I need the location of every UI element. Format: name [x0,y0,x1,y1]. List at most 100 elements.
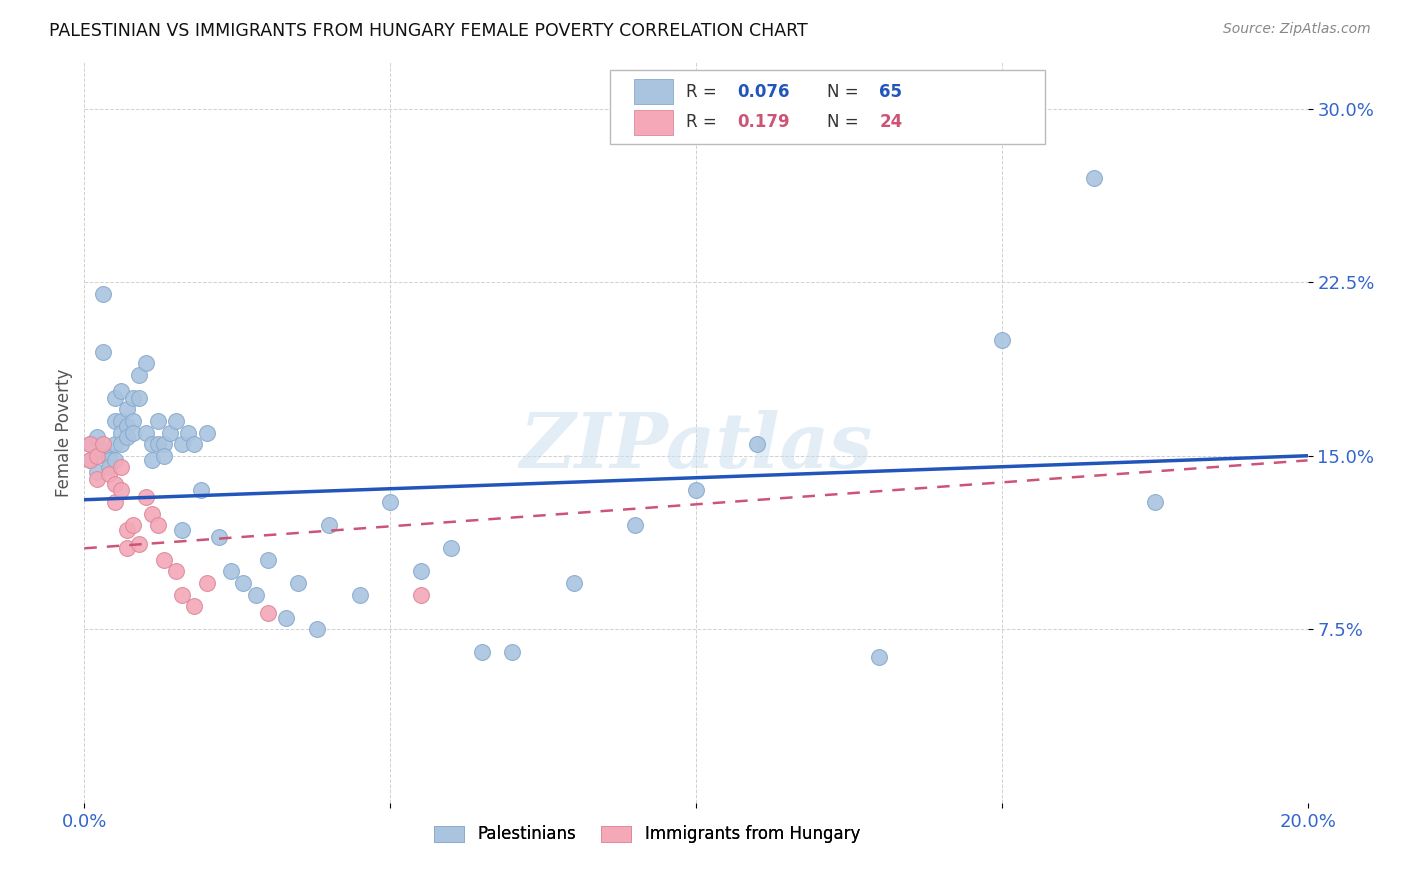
Point [287,576,309,591]
Point [471,645,494,659]
Point [122,391,145,405]
Point [104,437,127,451]
Point [115,541,138,556]
Point [195,576,218,591]
Point [747,437,769,451]
Text: Source: ZipAtlas.com: Source: ZipAtlas.com [1223,22,1371,37]
Point [146,437,169,451]
Point [1083,171,1105,186]
Point [440,541,463,556]
Point [146,414,169,428]
Text: 0.179: 0.179 [738,113,790,131]
FancyBboxPatch shape [634,110,672,135]
Point [128,391,150,405]
Point [91,344,114,359]
Point [135,491,157,505]
Point [104,453,127,467]
Point [409,565,432,579]
Text: PALESTINIAN VS IMMIGRANTS FROM HUNGARY FEMALE POVERTY CORRELATION CHART: PALESTINIAN VS IMMIGRANTS FROM HUNGARY F… [49,22,808,40]
Point [86,449,108,463]
Point [165,414,187,428]
Point [562,576,585,591]
Point [153,437,176,451]
Point [257,606,280,620]
Point [79,453,101,467]
Point [97,453,120,467]
Point [183,599,205,614]
Point [110,414,132,428]
Point [135,425,157,440]
Text: R =: R = [686,113,723,131]
Point [502,645,524,659]
Point [135,356,157,370]
Point [991,333,1014,347]
Point [146,518,169,533]
Point [86,430,108,444]
Point [276,610,298,624]
Point [122,425,145,440]
Point [122,518,145,533]
Point [685,483,707,498]
Point [349,588,371,602]
Legend: Palestinians, Immigrants from Hungary: Palestinians, Immigrants from Hungary [427,819,866,850]
Text: N =: N = [827,83,863,101]
Point [305,622,328,636]
Point [624,518,647,533]
Point [257,553,280,567]
Point [79,453,101,467]
Point [869,650,891,665]
Point [115,402,138,417]
Point [79,437,101,451]
Point [245,588,267,602]
Text: 65: 65 [880,83,903,101]
Y-axis label: Female Poverty: Female Poverty [55,368,73,497]
Point [86,472,108,486]
Point [110,483,132,498]
Text: 0.076: 0.076 [738,83,790,101]
Point [97,449,120,463]
Point [91,444,114,458]
Point [208,530,231,544]
Point [110,425,132,440]
Point [97,460,120,475]
Point [153,449,176,463]
Point [122,414,145,428]
Point [104,495,127,509]
Text: 24: 24 [880,113,903,131]
Point [141,437,163,451]
Point [380,495,402,509]
Text: R =: R = [686,83,723,101]
Point [232,576,254,591]
Point [115,418,138,433]
Point [190,483,212,498]
Point [104,476,127,491]
Point [141,453,163,467]
Point [409,588,432,602]
Point [153,553,176,567]
Point [172,523,194,537]
Point [1143,495,1166,509]
Point [165,565,187,579]
Point [104,414,127,428]
Point [219,565,242,579]
Point [110,437,132,451]
Point [195,425,218,440]
Text: N =: N = [827,113,863,131]
Point [97,467,120,482]
Point [141,507,163,521]
Point [110,384,132,398]
FancyBboxPatch shape [634,79,672,104]
FancyBboxPatch shape [610,70,1045,144]
Point [128,536,150,550]
Point [177,425,200,440]
Point [183,437,205,451]
Point [86,465,108,479]
Point [159,425,181,440]
Point [79,437,101,451]
Point [128,368,150,382]
Point [318,518,340,533]
Point [91,286,114,301]
Point [172,437,194,451]
Point [104,391,127,405]
Text: ZIPatlas: ZIPatlas [519,410,873,484]
